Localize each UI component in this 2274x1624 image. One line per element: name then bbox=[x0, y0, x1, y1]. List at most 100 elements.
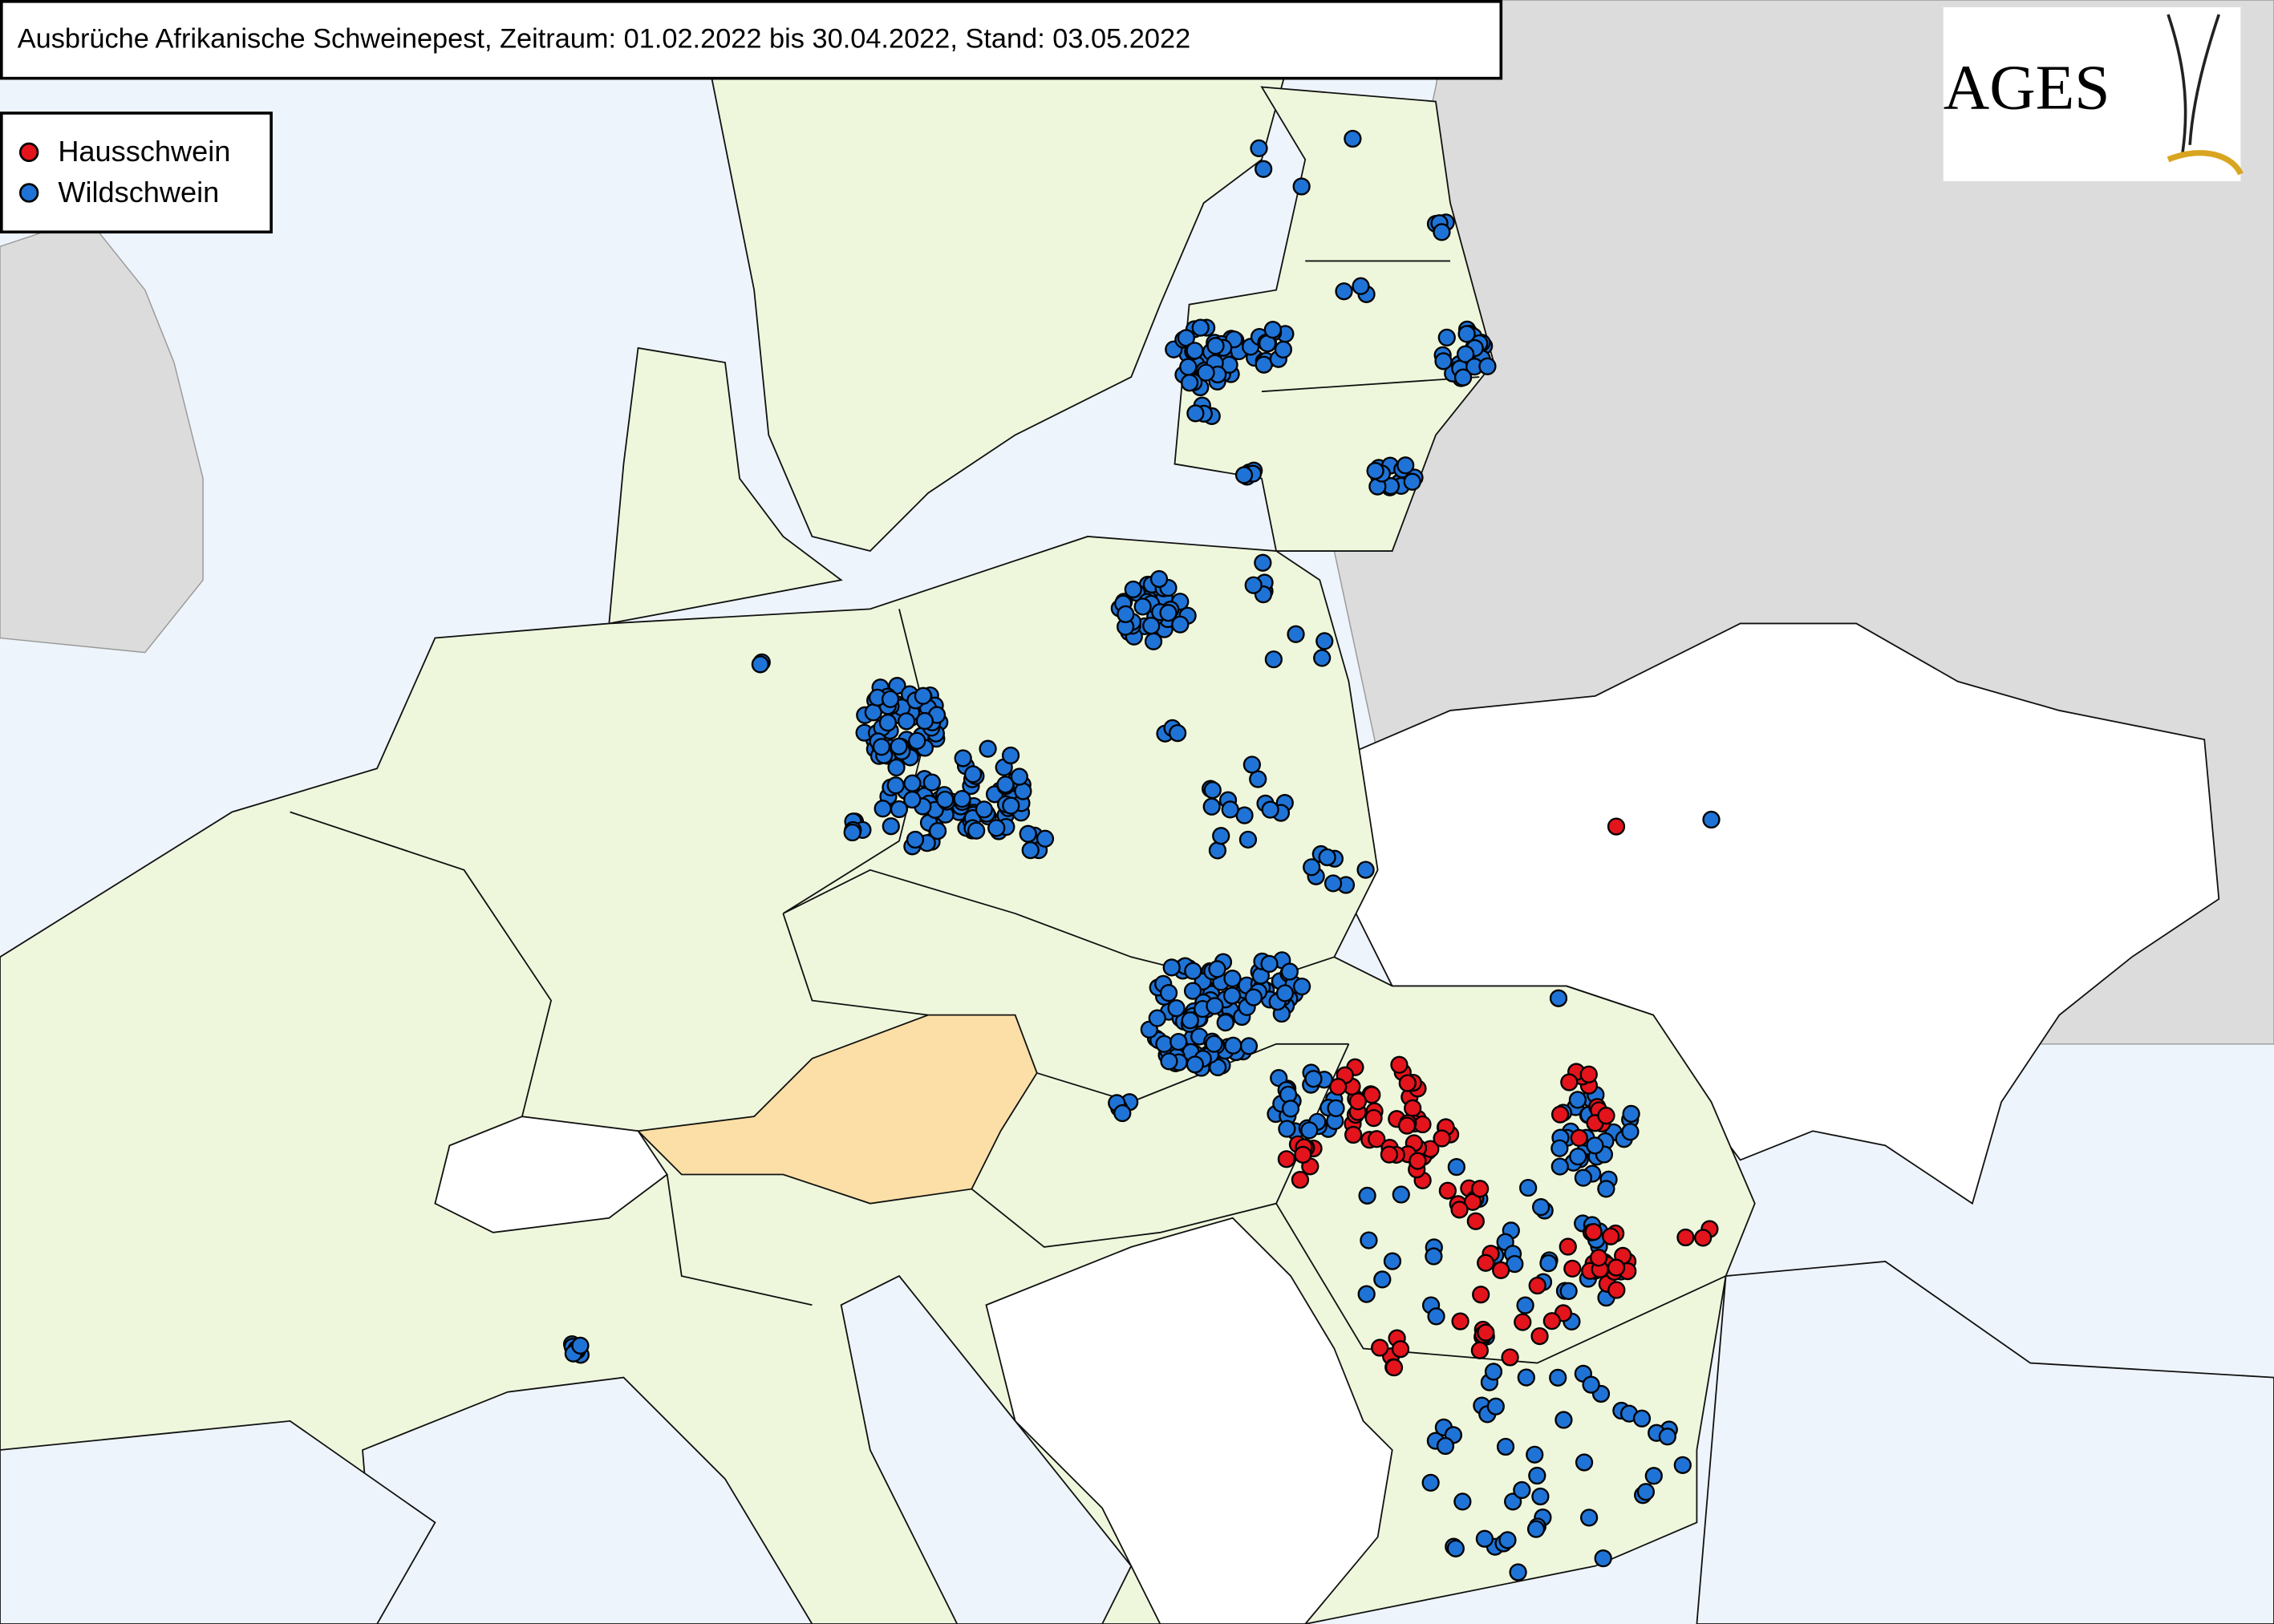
balkans bbox=[985, 1217, 1393, 1624]
outbreak-dot bbox=[1313, 649, 1332, 667]
outbreak-dot bbox=[903, 774, 922, 792]
outbreak-dot bbox=[1368, 1130, 1386, 1148]
outbreak-dot bbox=[1492, 1261, 1510, 1280]
outbreak-dot bbox=[886, 776, 905, 795]
outbreak-dot bbox=[1403, 472, 1421, 491]
outbreak-dot bbox=[908, 731, 926, 750]
outbreak-dot bbox=[1001, 746, 1020, 765]
outbreak-dot bbox=[890, 737, 908, 755]
outbreak-dot bbox=[1404, 1099, 1422, 1118]
outbreak-dot bbox=[1171, 615, 1190, 634]
outbreak-dot bbox=[1244, 576, 1263, 594]
outbreak-dot bbox=[1184, 962, 1202, 980]
outbreak-dot bbox=[1315, 632, 1334, 650]
outbreak-dot bbox=[1383, 1252, 1402, 1270]
outbreak-dot bbox=[1450, 1201, 1469, 1219]
outbreak-dot bbox=[915, 711, 934, 731]
outbreak-dot bbox=[1509, 1563, 1527, 1581]
outbreak-dot bbox=[1300, 1121, 1319, 1140]
outbreak-dot bbox=[1344, 129, 1362, 148]
outbreak-dot bbox=[1636, 1483, 1656, 1501]
outbreak-dot bbox=[1579, 1509, 1599, 1527]
outbreak-dot bbox=[1254, 553, 1272, 572]
outbreak-dot bbox=[1434, 352, 1453, 371]
scandinavia bbox=[695, 0, 1307, 553]
outbreak-dot bbox=[1607, 817, 1626, 836]
outbreak-dot bbox=[1159, 604, 1178, 622]
outbreak-dot bbox=[1021, 840, 1040, 860]
outbreak-dot bbox=[1364, 1108, 1383, 1128]
tyrrhenian bbox=[362, 1376, 813, 1624]
outbreak-dot bbox=[954, 749, 972, 767]
outbreak-dot bbox=[1344, 1125, 1363, 1144]
outbreak-dot bbox=[1570, 1128, 1588, 1148]
outbreak-dot bbox=[1323, 874, 1343, 893]
outbreak-dot bbox=[1186, 404, 1205, 423]
outbreak-dot bbox=[1373, 1270, 1392, 1289]
outbreak-dot bbox=[1142, 617, 1161, 635]
outbreak-dot bbox=[1676, 1228, 1695, 1247]
outbreak-dot bbox=[1019, 824, 1037, 843]
outbreak-dot bbox=[1569, 1148, 1587, 1166]
outbreak-dot bbox=[1113, 1104, 1132, 1123]
outbreak-dot bbox=[1208, 960, 1226, 978]
outbreak-dot bbox=[1244, 988, 1263, 1006]
outbreak-dot bbox=[1516, 1296, 1534, 1314]
outbreak-dot bbox=[1560, 1073, 1579, 1091]
outbreak-dot bbox=[1413, 1115, 1432, 1134]
uk bbox=[0, 217, 204, 654]
title: Ausbrüche Afrikanische Schweinepest, Zei… bbox=[18, 24, 1191, 55]
outbreak-dot bbox=[1391, 1340, 1410, 1359]
outbreak-dot bbox=[1436, 1436, 1455, 1456]
legend: Hausschwein Wildschwein bbox=[18, 135, 230, 209]
outbreak-dot bbox=[963, 765, 983, 784]
border bbox=[1275, 1203, 1726, 1364]
outbreak-dot bbox=[1352, 277, 1370, 295]
outbreak-dot bbox=[1239, 1037, 1259, 1055]
outbreak-dot bbox=[1517, 1368, 1535, 1387]
outbreak-dot bbox=[1475, 1529, 1494, 1548]
outbreak-dot bbox=[1291, 1171, 1310, 1189]
outbreak-dot bbox=[1167, 998, 1186, 1018]
outbreak-dot bbox=[878, 714, 897, 732]
outbreak-dot bbox=[1197, 363, 1215, 382]
outbreak-dot bbox=[1549, 1368, 1567, 1387]
outbreak-dot bbox=[872, 738, 891, 756]
outbreak-dot bbox=[1183, 982, 1202, 1000]
outbreak-dot bbox=[1392, 1185, 1410, 1204]
outbreak-dot bbox=[1133, 597, 1152, 616]
legend-marker bbox=[18, 142, 39, 163]
outbreak-dot bbox=[1224, 1036, 1242, 1055]
outbreak-dot bbox=[571, 1336, 590, 1355]
outbreak-dot bbox=[1427, 1307, 1445, 1326]
outbreak-dot bbox=[1550, 1157, 1569, 1176]
switzerland bbox=[434, 1116, 668, 1233]
outbreak-dot bbox=[1277, 1150, 1296, 1168]
outbreak-dot bbox=[979, 739, 997, 758]
outbreak-dot bbox=[1477, 1253, 1495, 1272]
outbreaks bbox=[562, 129, 1721, 1581]
outbreak-dot bbox=[1526, 1445, 1544, 1464]
outbreak-dot bbox=[1530, 1326, 1549, 1346]
outbreak-dot bbox=[1421, 1473, 1440, 1492]
outbreak-dot bbox=[1528, 1276, 1546, 1295]
outbreak-dot bbox=[1519, 1178, 1538, 1197]
outbreak-dot bbox=[1607, 1258, 1626, 1277]
outbreak-dot bbox=[1278, 1120, 1296, 1138]
outbreak-dot bbox=[1472, 1286, 1490, 1304]
legend-marker bbox=[18, 183, 39, 203]
outbreak-dot bbox=[1371, 1338, 1389, 1357]
outbreak-dot bbox=[1179, 358, 1198, 376]
outbreak-dot bbox=[1390, 1055, 1409, 1074]
outbreak-dot bbox=[1470, 1341, 1489, 1359]
outbreak-dot bbox=[1531, 1487, 1550, 1506]
outbreak-dot bbox=[1409, 1152, 1427, 1170]
outbreak-dot bbox=[1287, 625, 1305, 643]
outbreak-dot bbox=[1451, 1312, 1469, 1330]
outbreak-dot bbox=[1528, 1466, 1546, 1485]
outbreak-dot bbox=[1357, 1285, 1376, 1303]
outbreak-dot bbox=[882, 817, 900, 836]
outbreak-dot bbox=[967, 821, 986, 840]
outbreak-dot bbox=[1438, 1181, 1457, 1200]
outbreak-dot bbox=[1597, 1180, 1615, 1198]
